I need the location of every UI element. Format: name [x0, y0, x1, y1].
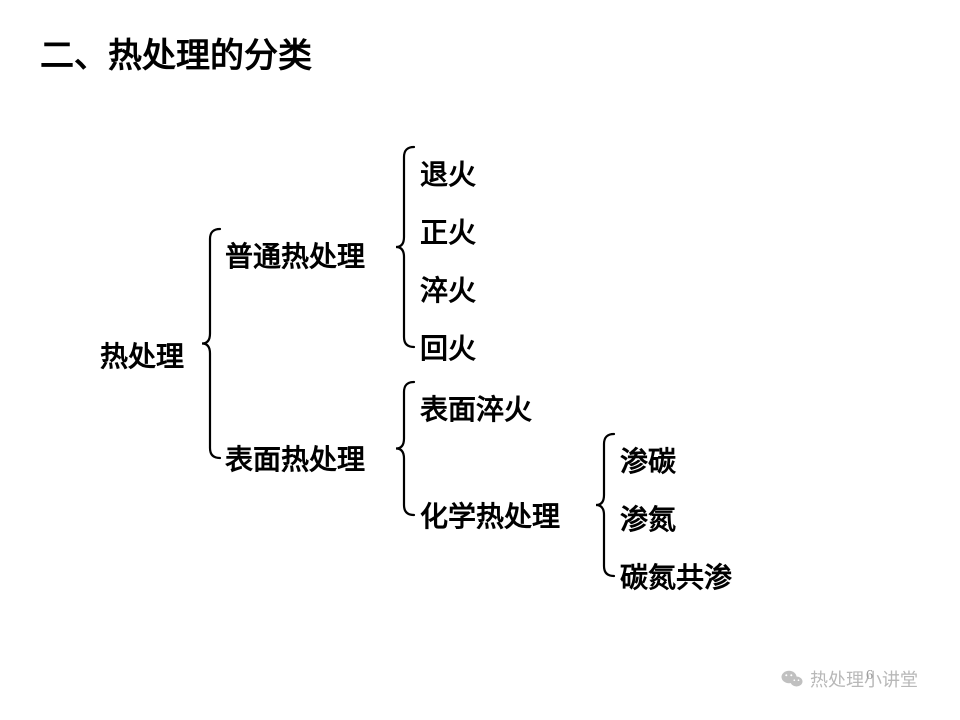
node-tempering: 回火 — [420, 327, 476, 367]
brace-2 — [392, 382, 414, 515]
node-surface-quench: 表面淬火 — [420, 388, 532, 428]
watermark-text: 热处理小讲堂 — [810, 666, 918, 692]
section-title: 二、热处理的分类 — [40, 28, 312, 77]
node-ordinary: 普通热处理 — [225, 235, 365, 275]
brace-1 — [392, 147, 414, 347]
node-normalizing: 正火 — [420, 211, 476, 251]
node-annealing: 退火 — [420, 153, 476, 193]
brace-0 — [198, 229, 220, 458]
node-nitriding: 渗氮 — [620, 498, 676, 538]
node-quenching: 淬火 — [420, 269, 476, 309]
node-surface: 表面热处理 — [225, 438, 365, 478]
page-number: 6 — [866, 668, 873, 684]
wechat-icon — [780, 667, 804, 691]
node-carburizing: 渗碳 — [620, 440, 676, 480]
node-root: 热处理 — [100, 335, 184, 375]
node-chem-treat: 化学热处理 — [420, 495, 560, 535]
watermark: 热处理小讲堂 — [780, 666, 918, 692]
node-carbonitriding: 碳氮共渗 — [620, 556, 732, 596]
brace-3 — [592, 434, 614, 576]
